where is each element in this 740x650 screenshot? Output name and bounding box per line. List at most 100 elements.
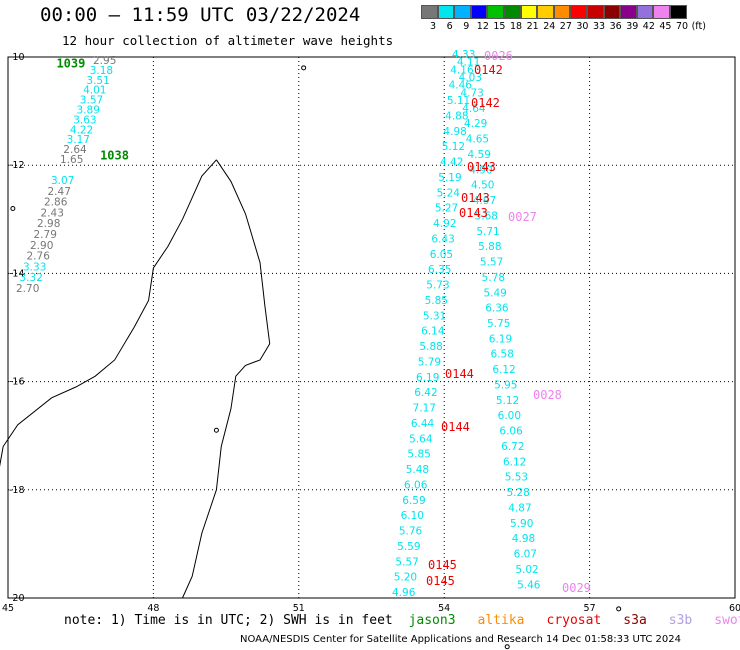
wave-height-label: 5.76 [399, 526, 423, 538]
color-legend [421, 5, 687, 19]
wave-height-label: 5.12 [442, 141, 465, 153]
wave-height-label: 6.06 [499, 426, 523, 438]
wave-height-label: 4.50 [471, 180, 494, 192]
wave-height-label: 7.17 [413, 403, 436, 415]
island-marker [616, 606, 622, 612]
coastline-west [0, 159, 217, 467]
latitude-tick-label: -10 [9, 52, 25, 63]
legend-label: (ft) [691, 21, 706, 32]
wave-height-label: 2.95 [93, 55, 116, 67]
island-marker [213, 427, 219, 433]
longitude-tick-label: 54 [438, 603, 450, 614]
legend-label: 24 [543, 21, 556, 32]
legend-swatch [520, 5, 538, 19]
wave-height-label: 5.27 [435, 203, 458, 215]
wave-height-label: 5.12 [496, 395, 519, 407]
wave-height-label: 5.90 [510, 518, 533, 530]
wave-height-label: 4.16 [450, 64, 474, 76]
legend-label: 30 [576, 21, 589, 32]
wave-height-label: 4.59 [468, 149, 491, 161]
wave-height-label: 6.06 [404, 479, 428, 491]
wave-height-label: 4.11 [457, 57, 480, 69]
island-marker [10, 205, 16, 211]
legend-label: 9 [463, 21, 470, 32]
wave-height-label: 6.12 [503, 456, 526, 468]
wave-height-label: 2.86 [44, 197, 68, 209]
wave-height-label: 2.70 [16, 283, 39, 295]
wave-height-label: 2.47 [48, 186, 71, 198]
satellite-legend-swot: swot [714, 613, 740, 628]
legend-swatch [421, 5, 438, 19]
legend-label: 45 [659, 21, 672, 32]
wave-height-label: 4.88 [445, 110, 468, 122]
wave-height-label: 4.46 [449, 80, 473, 92]
wave-height-label: 5.73 [426, 280, 449, 292]
wave-height-label: 5.64 [409, 433, 433, 445]
wave-height-label: 4.98 [512, 533, 535, 545]
wave-height-label: 5.31 [423, 310, 446, 322]
satellite-legend-altika: altika [477, 613, 525, 628]
wave-height-label: 6.42 [414, 387, 437, 399]
wave-height-label: 4.92 [433, 218, 456, 230]
legend-label: 3 [430, 21, 437, 32]
wave-height-label: 5.48 [406, 464, 429, 476]
wave-height-label: 3.18 [90, 65, 113, 77]
wave-height-label: 5.79 [418, 356, 441, 368]
wave-height-label: 6.72 [501, 441, 524, 453]
pass-time-label: 0144 [441, 420, 470, 434]
legend-label: 12 [476, 21, 489, 32]
island-marker [301, 65, 307, 71]
legend-swatch [570, 5, 587, 19]
legend-swatch [487, 5, 504, 19]
wave-height-label: 6.43 [431, 233, 454, 245]
wave-height-label: 4.29 [464, 118, 487, 130]
wave-height-label: 4.01 [83, 85, 106, 97]
credit-line: NOAA/NESDIS Center for Satellite Applica… [240, 634, 682, 645]
wave-height-label: 4.03 [459, 72, 482, 84]
longitude-tick-label: 60 [729, 603, 740, 614]
wave-height-label: 5.95 [494, 379, 517, 391]
wave-height-label: 6.07 [514, 549, 537, 561]
satellite-legend-jason3: jason3 [408, 613, 456, 628]
legend-label: 39 [626, 21, 639, 32]
latitude-tick-label: -18 [9, 485, 25, 496]
legend-label: 42 [642, 21, 655, 32]
legend-label: 27 [559, 21, 572, 32]
map-frame [7, 56, 736, 599]
satellite-legend-cryosat: cryosat [546, 613, 602, 628]
wave-height-label: 6.14 [421, 326, 445, 338]
wave-height-label: 6.35 [428, 264, 451, 276]
wave-height-label: 5.24 [437, 187, 461, 199]
wave-height-label: 4.64 [462, 103, 486, 115]
legend-swatch [669, 5, 687, 19]
wave-height-label: 1.65 [60, 154, 83, 166]
pass-time-label: 0144 [445, 367, 474, 381]
pass-time-label: 0027 [508, 210, 537, 224]
legend-swatch [503, 5, 521, 19]
wave-height-label: 3.07 [51, 175, 74, 187]
wave-height-label: 4.90 [469, 164, 492, 176]
wave-height-label: 5.57 [395, 556, 418, 568]
map-subtitle: 12 hour collection of altimeter wave hei… [62, 33, 394, 48]
latitude-tick-label: -16 [9, 377, 25, 388]
footer-note-text: note: 1) Time is in UTC; 2) SWH is in fe… [64, 613, 393, 628]
wave-height-label: 6.10 [401, 510, 424, 522]
legend-label: 18 [510, 21, 523, 32]
wave-height-label: 6.19 [489, 333, 512, 345]
wave-height-label: 5.85 [407, 449, 430, 461]
wave-height-label: 2.76 [27, 251, 51, 263]
wave-height-label: 6.58 [491, 349, 514, 361]
wave-height-label: 5.20 [394, 572, 417, 584]
pass-time-label: 0142 [471, 96, 500, 110]
legend-swatch [586, 5, 604, 19]
wave-height-label: 4.65 [466, 134, 489, 146]
wave-height-label: 5.28 [506, 487, 529, 499]
legend-swatch [537, 5, 554, 19]
legend-swatch [653, 5, 670, 19]
pass-time-label: 0028 [533, 388, 562, 402]
legend-swatch [470, 5, 488, 19]
legend-label: 36 [609, 21, 622, 32]
wave-height-label: 2.98 [37, 218, 60, 230]
legend-swatch [603, 5, 621, 19]
